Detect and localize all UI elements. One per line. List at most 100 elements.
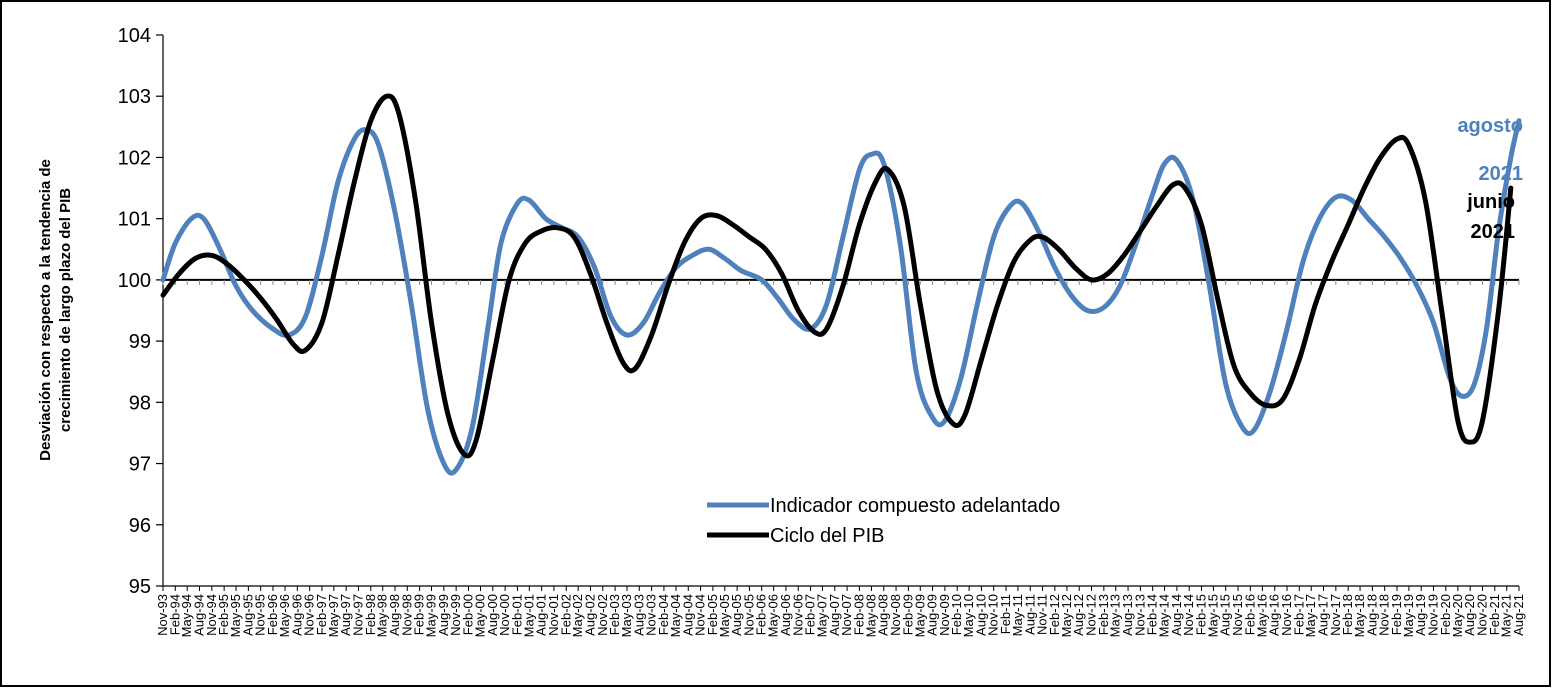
x-tick-label: Nov-01	[546, 594, 561, 636]
x-tick-label: May-05	[717, 594, 732, 637]
x-tick-label: Feb-03	[607, 594, 622, 635]
y-tick-label: 102	[118, 147, 151, 169]
x-tick-label: Feb-12	[1047, 594, 1062, 635]
x-tick-label: Aug-17	[1316, 594, 1331, 636]
x-tick-label: Feb-19	[1389, 594, 1404, 635]
x-tick-label: Nov-02	[595, 594, 610, 636]
x-tick-label: May-08	[863, 594, 878, 637]
x-tick-label: Aug-13	[1120, 594, 1135, 636]
x-tick-label: Aug-09	[925, 594, 940, 636]
x-tick-label: May-15	[1205, 594, 1220, 637]
x-tick-label: May-17	[1303, 594, 1318, 637]
x-tick-label: Aug-18	[1364, 594, 1379, 636]
x-tick-label: Nov-93	[155, 594, 170, 636]
x-tick-label: Aug-05	[729, 594, 744, 636]
x-tick-label: Aug-15	[1218, 594, 1233, 636]
x-tick-label: Nov-18	[1377, 594, 1392, 636]
x-tick-label: Nov-19	[1426, 594, 1441, 636]
series-line-indicador	[160, 118, 1522, 476]
x-tick-label: Aug-03	[631, 594, 646, 636]
series-line-ciclo	[160, 93, 1514, 459]
annotation-junio-year: 2021	[1471, 221, 1516, 243]
x-tick-label: Feb-16	[1242, 594, 1257, 635]
x-tick-label: Nov-07	[839, 594, 854, 636]
x-tick-label: Nov-11	[1035, 594, 1050, 635]
x-tick-label: May-97	[326, 594, 341, 637]
x-tick-label: May-94	[179, 594, 194, 637]
y-tick-label: 98	[129, 392, 151, 414]
x-tick-label: Aug-10	[973, 594, 988, 636]
x-tick-label: Nov-96	[302, 594, 317, 636]
y-tick-label: 95	[129, 576, 151, 598]
series-layer	[160, 93, 1522, 476]
x-tick-label: May-18	[1352, 594, 1367, 637]
x-tick-label: Feb-05	[705, 594, 720, 635]
x-tick-label: May-01	[521, 594, 536, 637]
x-tick-label: May-98	[375, 594, 390, 637]
x-tick-label: Aug-06	[778, 594, 793, 636]
x-tick-label: Feb-97	[314, 594, 329, 635]
x-tick-label: Feb-20	[1438, 594, 1453, 635]
x-tick-label: May-06	[766, 594, 781, 637]
x-tick-label: May-96	[277, 594, 292, 637]
x-tick-label: Feb-99	[412, 594, 427, 635]
y-tick-label: 97	[129, 454, 151, 476]
x-tick-label: Aug-16	[1267, 594, 1282, 636]
x-tick-label: May-00	[472, 594, 487, 637]
x-tick-label: May-16	[1254, 594, 1269, 637]
x-tick-label: Feb-15	[1194, 594, 1209, 635]
x-tick-label: May-95	[228, 594, 243, 637]
x-tick-label: Nov-10	[986, 594, 1001, 636]
x-tick-label: Nov-13	[1132, 594, 1147, 636]
x-tick-label: May-10	[961, 594, 976, 637]
y-tick-label: 100	[118, 270, 151, 292]
x-tick-label: Aug-04	[680, 594, 695, 636]
x-tick-label: Feb-17	[1291, 594, 1306, 635]
x-tick-label: May-02	[570, 594, 585, 637]
x-tick-label: Nov-95	[253, 594, 268, 636]
x-tick-label: May-20	[1450, 594, 1465, 637]
x-tick-label: Nov-20	[1474, 594, 1489, 636]
x-tick-label: Feb-10	[949, 594, 964, 635]
x-tick-label: Nov-12	[1084, 594, 1099, 636]
x-tick-label: May-11	[1010, 594, 1025, 636]
y-axis-label-line-2: crecimiento de largo plazo del PIB	[57, 188, 74, 432]
x-tick-label: Nov-99	[448, 594, 463, 636]
x-tick-label: Nov-16	[1279, 594, 1294, 636]
y-tick-label: 99	[129, 331, 151, 353]
x-tick-label: Aug-02	[582, 594, 597, 636]
x-tick-label: Aug-07	[827, 594, 842, 636]
x-tick-label: May-21	[1499, 594, 1514, 637]
x-tick-label: Feb-01	[509, 594, 524, 635]
x-tick-label: Aug-96	[289, 594, 304, 636]
y-tick-label: 104	[118, 25, 151, 47]
x-tick-label: Aug-00	[485, 594, 500, 636]
x-tick-label: May-07	[814, 594, 829, 637]
y-tick-label: 103	[118, 86, 151, 108]
x-tick-label: Nov-00	[497, 594, 512, 636]
x-tick-label: Feb-13	[1096, 594, 1111, 635]
x-tick-label: Aug-95	[240, 594, 255, 636]
x-tick-label: May-19	[1401, 594, 1416, 637]
y-axis-label-line-1: Desviación con respecto a la tendencia d…	[37, 159, 54, 461]
x-tick-label: Feb-00	[460, 594, 475, 635]
x-tick-label: Feb-02	[558, 594, 573, 635]
x-tick-label: Feb-21	[1487, 594, 1502, 635]
x-tick-label: Nov-97	[350, 594, 365, 636]
x-tick-label: Feb-95	[216, 594, 231, 635]
annotation-agosto: agosto	[1457, 115, 1523, 137]
x-tick-label: Feb-06	[754, 594, 769, 635]
x-tick-label: Nov-05	[741, 594, 756, 636]
x-tick-label: Feb-94	[167, 594, 182, 635]
x-tick-label: Aug-11	[1022, 594, 1037, 635]
x-tick-label: Feb-14	[1145, 594, 1160, 635]
x-tick-label: Aug-19	[1413, 594, 1428, 636]
x-tick-label: May-12	[1059, 594, 1074, 637]
annotation-agosto-year: 2021	[1479, 163, 1524, 185]
x-tick-label: May-99	[424, 594, 439, 637]
x-tick-label: Feb-96	[265, 594, 280, 635]
x-tick-label: May-14	[1157, 594, 1172, 637]
x-tick-label: Aug-21	[1511, 594, 1526, 636]
